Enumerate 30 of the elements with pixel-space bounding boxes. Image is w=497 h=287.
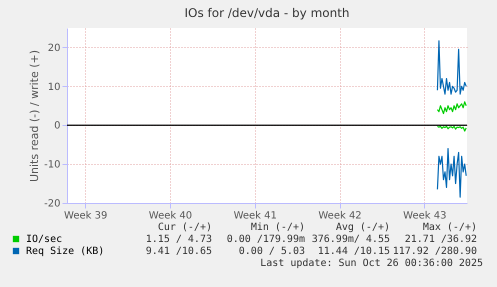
y-axis-title: Units read (-) / write (+): [28, 50, 42, 182]
text: Last update: Sun Oct 26 00:36:00 2025: [260, 258, 483, 269]
text: 21.71 /36.92: [404, 234, 477, 245]
text: 117.92 /280.90: [392, 246, 477, 257]
legend-label: Req Size (KB): [26, 246, 104, 257]
x-tick-label: Week 39: [64, 210, 108, 222]
x-tick-label: Week 40: [148, 210, 192, 222]
text: 0.00 /179.99m: [226, 234, 305, 245]
x-tick-label: Week 42: [318, 210, 362, 222]
text: 0.00 / 5.03: [238, 246, 305, 257]
legend-label: IO/sec: [26, 234, 62, 245]
text: 1.15 / 4.73: [146, 234, 212, 245]
y-tick-label: 10: [48, 82, 60, 93]
text: Avg (-/+): [336, 222, 390, 233]
x-tick-label: Week 41: [234, 210, 277, 222]
text: Min (-/+): [250, 222, 305, 233]
y-tick-label: 20: [48, 42, 60, 54]
text: 11.44 /10.15: [318, 246, 390, 257]
text: Max (-/+): [422, 222, 477, 233]
text: 376.99m/ 4.55: [312, 234, 390, 245]
line-series: [436, 148, 467, 198]
line-series: [436, 101, 467, 114]
y-tick-label: 0: [54, 120, 60, 132]
chart-title: IOs for /dev/vda - by month: [184, 6, 350, 20]
y-tick-label: -10: [44, 160, 60, 171]
y-tick-label: -20: [44, 198, 60, 210]
line-series: [436, 40, 467, 95]
text: 9.41 /10.65: [146, 246, 212, 257]
x-tick-label: Week 43: [403, 210, 446, 222]
text: Cur (-/+): [158, 222, 212, 233]
